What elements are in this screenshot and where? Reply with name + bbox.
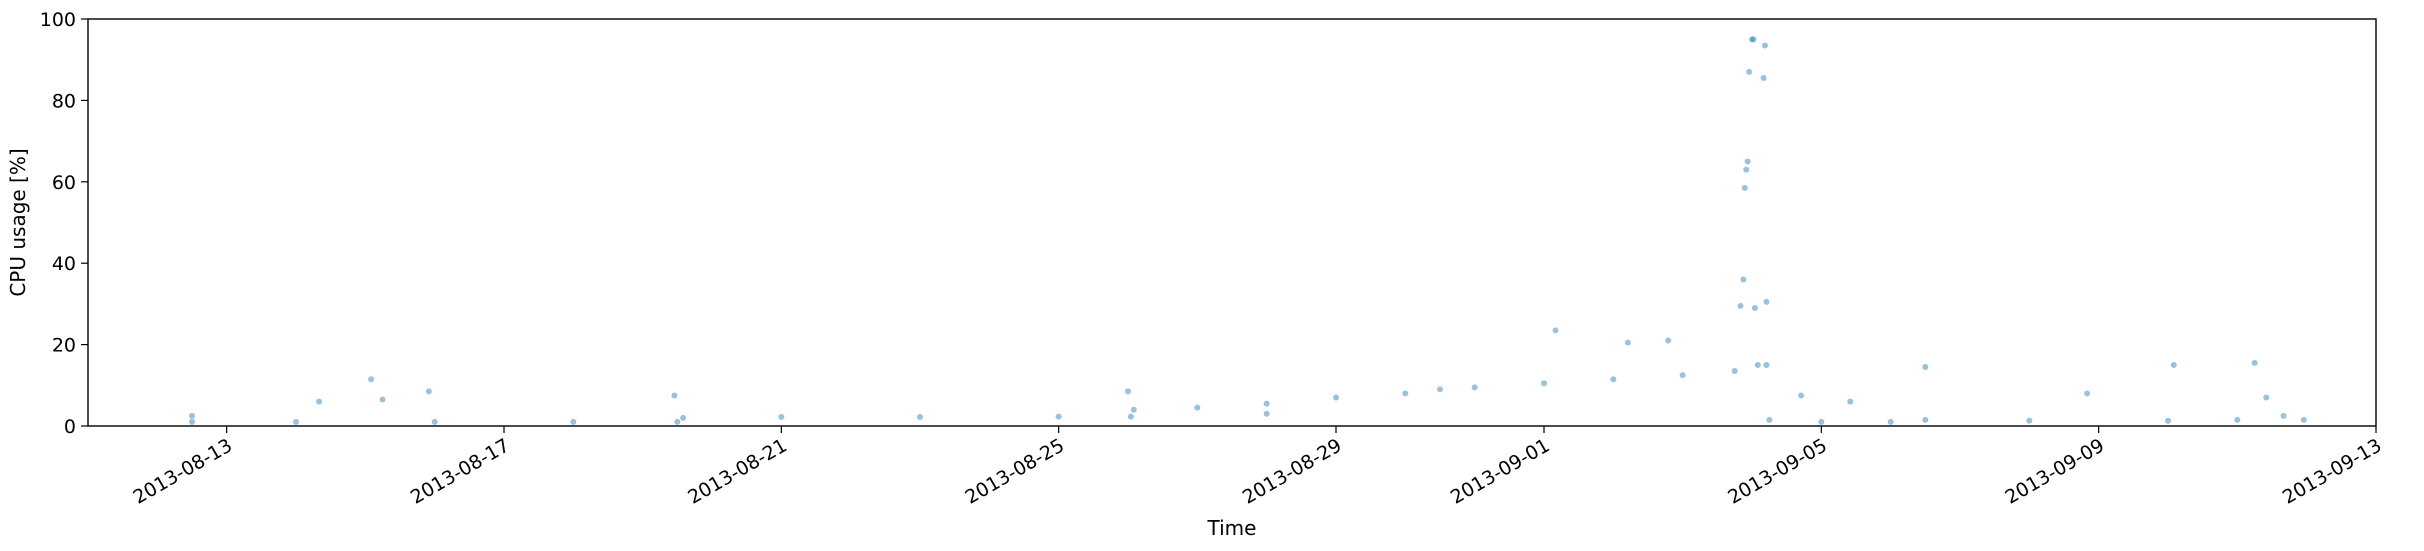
data-point bbox=[1055, 413, 1062, 420]
data-point bbox=[368, 376, 375, 383]
data-point bbox=[189, 418, 195, 425]
data-point bbox=[1471, 384, 1478, 391]
data-point bbox=[431, 418, 438, 425]
data-point bbox=[1763, 298, 1770, 305]
data-point bbox=[1679, 372, 1686, 379]
data-point bbox=[1740, 276, 1747, 283]
data-point bbox=[1766, 416, 1773, 423]
y-tick-label: 100 bbox=[40, 9, 76, 31]
data-point bbox=[2300, 416, 2307, 423]
data-point bbox=[1751, 304, 1758, 311]
data-point bbox=[189, 412, 195, 419]
data-point bbox=[917, 414, 923, 421]
data-point bbox=[1263, 410, 1270, 417]
data-point bbox=[1746, 68, 1753, 75]
data-point bbox=[425, 388, 432, 395]
data-point bbox=[316, 398, 323, 405]
x-tick-label: 2013-08-21 bbox=[684, 434, 791, 508]
data-point bbox=[671, 392, 678, 399]
data-point bbox=[1665, 337, 1672, 344]
data-point bbox=[1749, 36, 1755, 43]
data-point bbox=[1744, 158, 1751, 165]
data-point bbox=[2165, 417, 2171, 424]
y-tick-label: 40 bbox=[52, 253, 76, 275]
data-point bbox=[1763, 361, 1770, 368]
data-point bbox=[1847, 398, 1854, 405]
data-point bbox=[1922, 363, 1929, 370]
data-point bbox=[1743, 166, 1750, 173]
data-point bbox=[1333, 394, 1339, 401]
y-tick-label: 60 bbox=[52, 172, 76, 194]
data-point bbox=[1750, 36, 1757, 43]
x-tick-label: 2013-09-09 bbox=[2002, 434, 2109, 508]
data-point bbox=[2084, 390, 2091, 397]
y-tick-label: 20 bbox=[52, 335, 76, 357]
points-layer bbox=[189, 36, 2307, 425]
data-point bbox=[1402, 390, 1409, 397]
x-tick-label: 2013-08-17 bbox=[407, 434, 514, 508]
data-point bbox=[1760, 75, 1767, 82]
y-tick-label: 80 bbox=[52, 90, 76, 112]
data-point bbox=[1741, 184, 1748, 191]
x-tick-label: 2013-08-13 bbox=[130, 434, 237, 508]
data-point bbox=[1552, 327, 1559, 334]
data-point bbox=[1887, 418, 1894, 425]
data-point bbox=[2170, 361, 2177, 368]
data-point bbox=[1818, 418, 1825, 425]
x-tick-label: 2013-08-29 bbox=[1239, 434, 1346, 508]
y-tick-label: 0 bbox=[64, 416, 76, 438]
x-tick-label: 2013-08-25 bbox=[962, 434, 1069, 508]
data-point bbox=[778, 414, 785, 421]
x-tick-label: 2013-09-01 bbox=[1447, 434, 1554, 508]
data-point bbox=[1798, 392, 1805, 399]
data-point bbox=[2280, 412, 2287, 419]
plot-area-frame bbox=[87, 18, 2377, 427]
data-point bbox=[2026, 417, 2033, 424]
y-axis-label: CPU usage [%] bbox=[6, 148, 30, 296]
data-point bbox=[1125, 388, 1131, 395]
data-point bbox=[2234, 416, 2241, 423]
data-point bbox=[1731, 368, 1738, 375]
data-point bbox=[2263, 394, 2270, 401]
data-point bbox=[1263, 400, 1270, 407]
data-point bbox=[1541, 380, 1547, 387]
ticks-layer: 0 20 40 60 80 100 2013-08-13 2013-08-17 2013-08-… bbox=[40, 9, 2386, 509]
data-point bbox=[1130, 406, 1137, 413]
data-point bbox=[1127, 413, 1134, 420]
data-point bbox=[2251, 359, 2258, 366]
data-point bbox=[570, 418, 577, 425]
data-point bbox=[1610, 376, 1617, 383]
data-point bbox=[293, 418, 299, 425]
data-point bbox=[1762, 42, 1768, 49]
data-point bbox=[1754, 361, 1761, 368]
x-tick-label: 2013-09-05 bbox=[1724, 434, 1831, 508]
x-tick-label: 2013-09-13 bbox=[2279, 434, 2386, 508]
data-point bbox=[1922, 416, 1929, 423]
data-point bbox=[680, 414, 687, 421]
data-point bbox=[379, 396, 386, 403]
data-point bbox=[1437, 386, 1443, 393]
data-point bbox=[1624, 339, 1631, 346]
data-point bbox=[1194, 404, 1201, 411]
data-point bbox=[1737, 302, 1744, 309]
x-axis-label: Time bbox=[1207, 516, 1257, 540]
data-point bbox=[674, 418, 681, 425]
